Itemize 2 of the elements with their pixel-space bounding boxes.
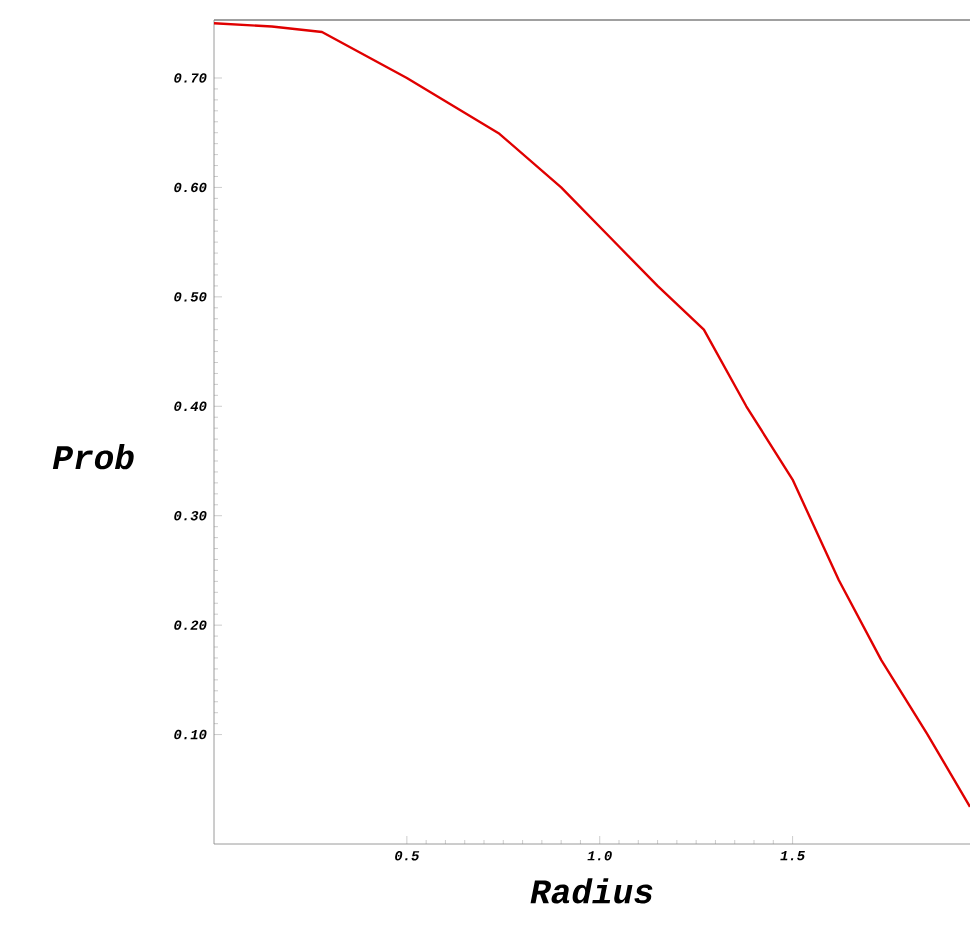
y-axis-title: Prob <box>52 444 134 470</box>
x-axis-title: Radius <box>530 878 653 904</box>
